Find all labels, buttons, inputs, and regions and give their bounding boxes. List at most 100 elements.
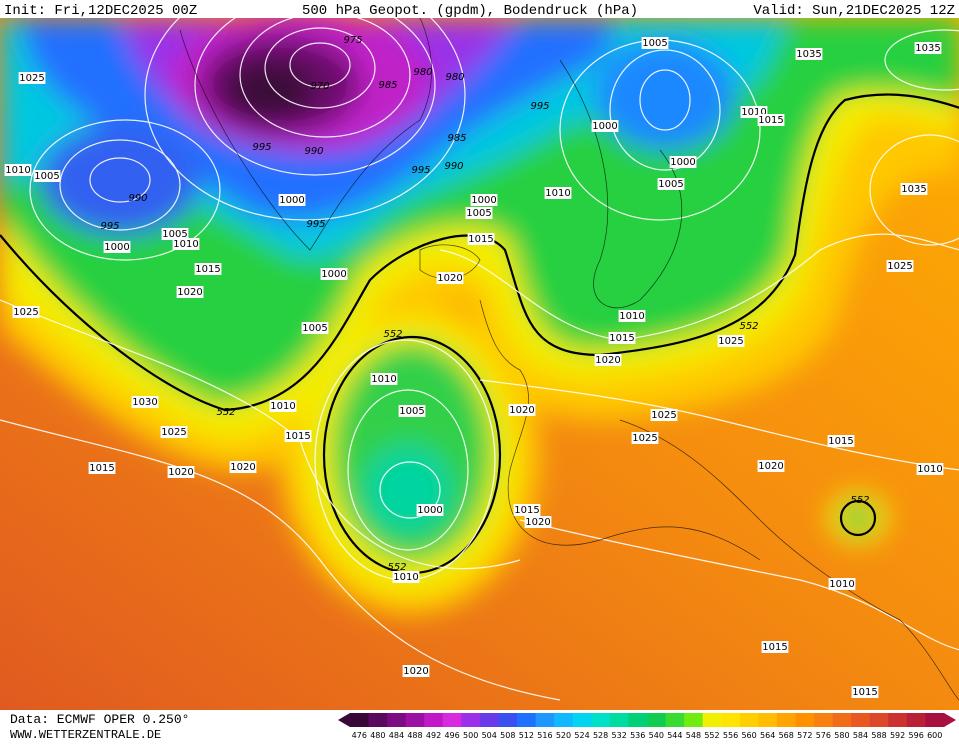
isobar-label-bg [608, 332, 636, 344]
isobar-label-bg [594, 354, 622, 366]
isobar-label: 1005 [34, 171, 59, 182]
isobar-label: 1020 [509, 405, 534, 416]
colorbar-swatch [665, 713, 685, 727]
isobar-label: 1025 [19, 73, 44, 84]
isobar-label: 1010 [5, 165, 30, 176]
colorbar-label: 480 [370, 731, 385, 740]
colorbar-label: 552 [704, 731, 719, 740]
isobar-label: 552 [216, 407, 235, 418]
isobar-label-bg [194, 263, 222, 275]
isobar-label: 995 [411, 165, 430, 176]
colorbar-swatch [925, 713, 945, 727]
coastlines [179, 18, 959, 701]
colorbar-label: 528 [593, 731, 608, 740]
isobar-label: 1035 [915, 43, 940, 54]
isobar-label: 552 [739, 321, 758, 332]
map-title: 500 hPa Geopot. (gpdm), Bodendruck (hPa) [302, 3, 638, 19]
isobar-label: 970 [310, 81, 329, 92]
isobar-label: 1010 [829, 579, 854, 590]
isobar-label: 1015 [828, 436, 853, 447]
isobar-label: 1035 [796, 49, 821, 60]
colorbar-label: 572 [797, 731, 812, 740]
isobar-label: 1025 [651, 410, 676, 421]
isobar-label: 1015 [514, 505, 539, 516]
colorbar-label: 588 [871, 731, 886, 740]
isobar-label: 1015 [758, 115, 783, 126]
colorbar-label: 536 [630, 731, 645, 740]
colorbar-label: 540 [649, 731, 664, 740]
colorbar-label: 488 [407, 731, 422, 740]
colorbar-label: 500 [463, 731, 478, 740]
site-url: WWW.WETTERZENTRALE.DE [10, 728, 161, 741]
isobar-label: 1000 [417, 505, 442, 516]
data-source: Data: ECMWF OPER 0.250° [10, 712, 189, 727]
isobar-label: 1005 [399, 406, 424, 417]
shade-516 [595, 40, 735, 150]
isobar-label-bg [827, 435, 855, 447]
isobar-label-bg [229, 461, 257, 473]
isobar-label: 1035 [901, 184, 926, 195]
colorbar-label: 520 [556, 731, 571, 740]
isobar-label-bg [886, 260, 914, 272]
isobar-label: 1020 [437, 273, 462, 284]
isobar-label: 1025 [161, 427, 186, 438]
isobar-label: 1005 [658, 179, 683, 190]
isobar-label: 980 [413, 67, 432, 78]
isobar-label: 1005 [302, 323, 327, 334]
colorbar-swatch [832, 713, 852, 727]
isobar-label-bg [851, 686, 879, 698]
valid-time: Valid: Sun,21DEC2025 12Z [753, 3, 955, 19]
colorbar-label: 568 [779, 731, 794, 740]
isobar-label-bg [631, 432, 659, 444]
isobar-label: 1010 [270, 401, 295, 412]
colorbar-swatch [814, 713, 834, 727]
isobar-label-bg [301, 322, 329, 334]
isobar-label-bg [436, 272, 464, 284]
colorbar-swatch [609, 713, 629, 727]
colorbar-label: 596 [909, 731, 924, 740]
colorbar-label: 508 [500, 731, 515, 740]
colorbar-label: 532 [612, 731, 627, 740]
colorbar-label: 584 [853, 731, 868, 740]
isobar-label-bg [161, 228, 189, 240]
isobar-label: 1015 [609, 333, 634, 344]
isobar-label-bg [669, 156, 697, 168]
colorbar-swatch [869, 713, 889, 727]
colorbar-label: 576 [816, 731, 831, 740]
isobar-label: 975 [343, 35, 362, 46]
isobar-label: 980 [445, 72, 464, 83]
isobar-label: 1030 [132, 397, 157, 408]
colorbar-swatch [851, 713, 871, 727]
isobar-label: 1000 [279, 195, 304, 206]
shade-544 [843, 503, 873, 533]
isobar-label: 1010 [393, 572, 418, 583]
isobar-label: 1025 [718, 336, 743, 347]
isobar-label: 1000 [670, 157, 695, 168]
colorbar-arrow-left [338, 713, 350, 727]
isobar-label-bg [757, 460, 785, 472]
colorbar-label: 600 [927, 731, 942, 740]
isobar-label-bg [176, 286, 204, 298]
isobar-label: 1010 [173, 239, 198, 250]
colorbar-swatch [628, 713, 648, 727]
isobar-label: 1025 [632, 433, 657, 444]
shade-476 [225, 60, 315, 120]
isobar-label: 1015 [195, 264, 220, 275]
colorbar-swatch [702, 713, 722, 727]
isobar-label: 990 [128, 193, 147, 204]
isobar-label-bg [650, 409, 678, 421]
isobar-label-bg [795, 48, 823, 60]
colorbar-swatch [721, 713, 741, 727]
isobar-label-bg [914, 42, 942, 54]
colorbar-swatch [350, 713, 370, 727]
colorbar-label: 496 [444, 731, 459, 740]
colorbar-label: 504 [482, 731, 497, 740]
isobar-label: 1010 [619, 311, 644, 322]
isobar-label-bg [4, 164, 32, 176]
colorbar-swatch [572, 713, 592, 727]
isobar-label: 990 [444, 161, 463, 172]
isobar-label-bg [392, 571, 420, 583]
isobar-label-bg [398, 405, 426, 417]
colorbar-label: 580 [834, 731, 849, 740]
isobar-label-bg [160, 426, 188, 438]
